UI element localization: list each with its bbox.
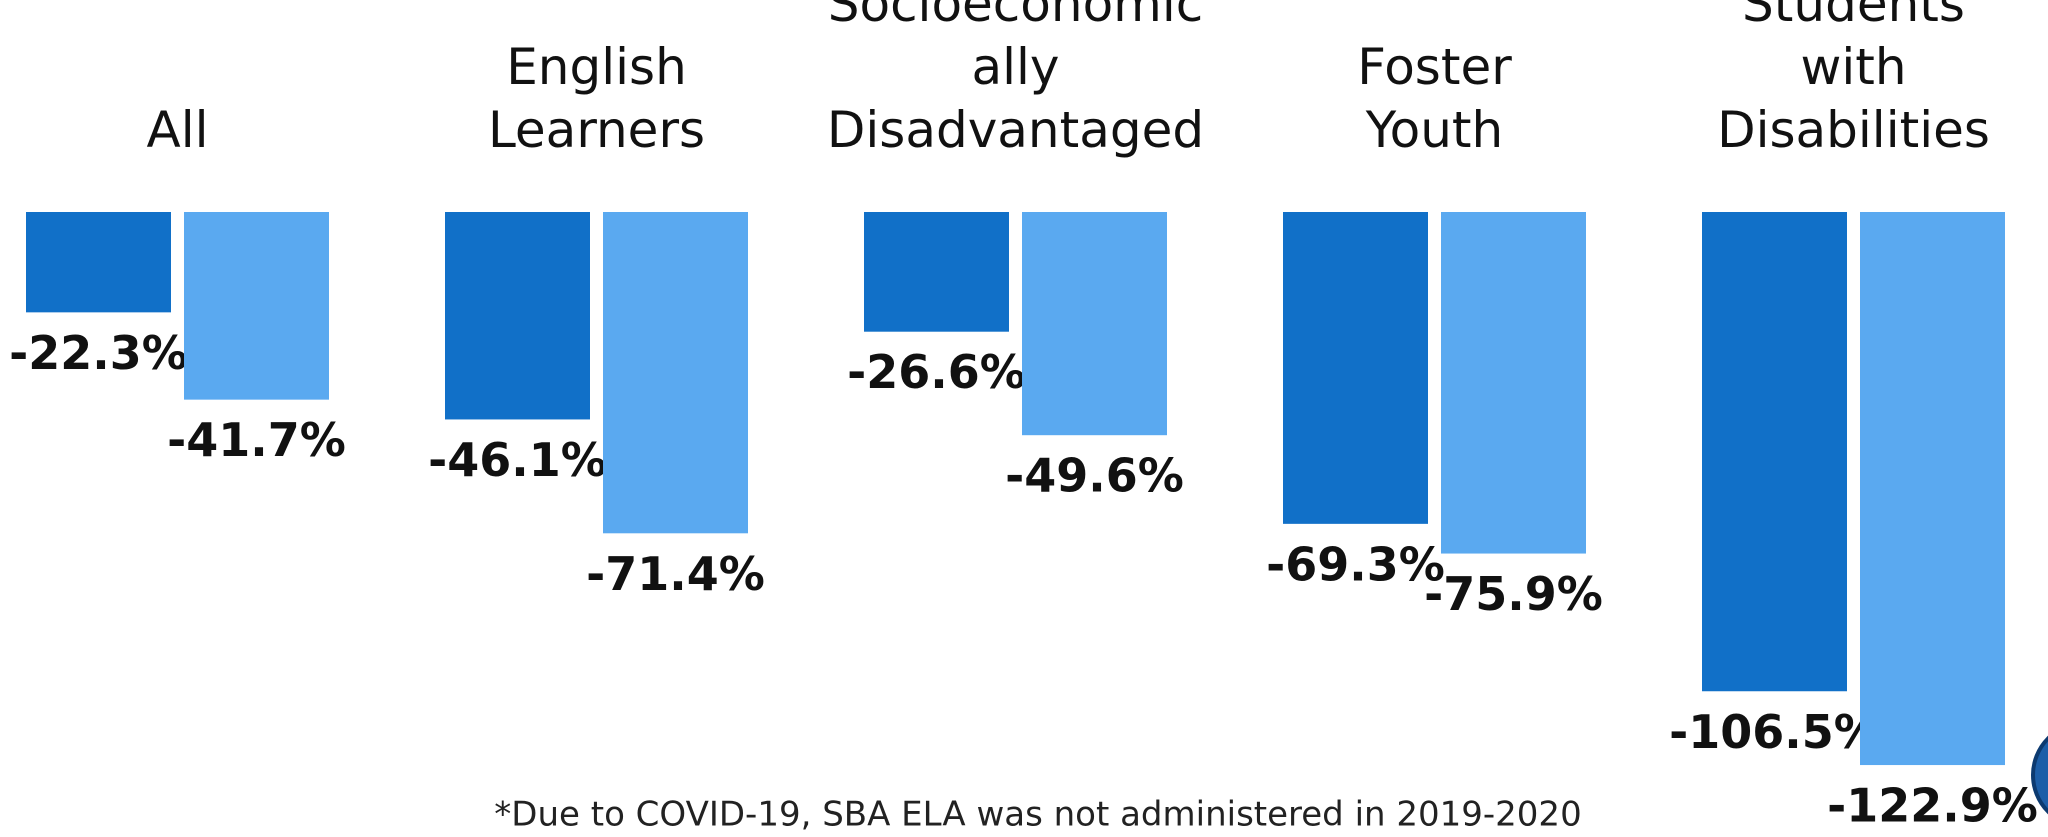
value-label: -41.7% bbox=[167, 413, 346, 467]
bar bbox=[603, 212, 748, 534]
value-label: -71.4% bbox=[586, 547, 765, 601]
bar bbox=[864, 212, 1009, 332]
bar bbox=[1860, 212, 2005, 766]
bar bbox=[1283, 212, 1428, 524]
value-label: -26.6% bbox=[847, 345, 1026, 399]
bar bbox=[445, 212, 590, 420]
value-label: -22.3% bbox=[9, 326, 188, 380]
decoration bbox=[2031, 735, 2048, 815]
value-label: -122.9% bbox=[1827, 779, 2038, 833]
bar bbox=[184, 212, 329, 400]
category-label: Foster Youth bbox=[1357, 38, 1512, 159]
category-label: Socioeconomic ally Disadvantaged bbox=[826, 0, 1205, 159]
value-label: -46.1% bbox=[428, 433, 607, 487]
bar bbox=[1022, 212, 1167, 436]
value-label: -75.9% bbox=[1424, 567, 1603, 621]
category-label: Students with Disabilities bbox=[1717, 0, 1990, 159]
bar bbox=[1441, 212, 1586, 554]
value-label: -69.3% bbox=[1266, 537, 1445, 591]
category-label: English Learners bbox=[487, 38, 706, 159]
footnote: *Due to COVID-19, SBA ELA was not admini… bbox=[494, 795, 1581, 835]
bar bbox=[26, 212, 171, 313]
value-label: -49.6% bbox=[1005, 449, 1184, 503]
bar bbox=[1702, 212, 1847, 692]
value-label: -106.5% bbox=[1669, 705, 1880, 759]
category-label: All bbox=[146, 101, 209, 159]
